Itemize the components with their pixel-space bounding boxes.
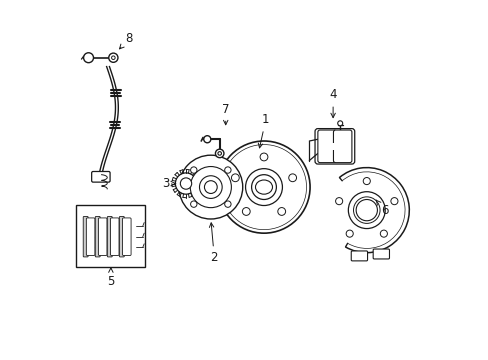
Bar <box>319 143 349 150</box>
Circle shape <box>224 201 231 207</box>
FancyBboxPatch shape <box>83 216 88 257</box>
Text: 4: 4 <box>329 89 336 118</box>
Circle shape <box>390 198 397 205</box>
FancyBboxPatch shape <box>122 218 131 256</box>
Circle shape <box>180 178 191 189</box>
FancyBboxPatch shape <box>350 251 367 261</box>
FancyBboxPatch shape <box>372 249 388 259</box>
Circle shape <box>260 153 267 161</box>
FancyBboxPatch shape <box>333 130 351 163</box>
Circle shape <box>277 208 285 215</box>
Circle shape <box>190 201 197 207</box>
FancyBboxPatch shape <box>86 218 95 256</box>
Circle shape <box>83 53 93 63</box>
Circle shape <box>231 174 239 182</box>
Text: 7: 7 <box>222 103 229 125</box>
Text: 5: 5 <box>107 268 114 288</box>
Circle shape <box>337 121 342 126</box>
Text: 3: 3 <box>162 177 175 190</box>
Circle shape <box>353 197 379 224</box>
FancyBboxPatch shape <box>98 218 107 256</box>
Circle shape <box>203 136 210 143</box>
Circle shape <box>346 230 352 237</box>
Circle shape <box>242 208 250 215</box>
Circle shape <box>204 181 217 193</box>
Circle shape <box>347 192 385 229</box>
Circle shape <box>335 198 342 205</box>
Circle shape <box>363 177 369 185</box>
Circle shape <box>215 149 224 158</box>
Circle shape <box>288 174 296 182</box>
FancyBboxPatch shape <box>119 216 124 257</box>
FancyBboxPatch shape <box>107 216 112 257</box>
FancyBboxPatch shape <box>110 218 119 256</box>
Bar <box>76 205 145 267</box>
Circle shape <box>190 167 197 173</box>
Circle shape <box>355 199 377 221</box>
Circle shape <box>199 176 222 198</box>
FancyBboxPatch shape <box>91 171 110 182</box>
Circle shape <box>179 155 242 219</box>
Circle shape <box>108 53 118 62</box>
Circle shape <box>218 152 221 155</box>
FancyBboxPatch shape <box>317 130 336 163</box>
Circle shape <box>190 167 231 208</box>
FancyBboxPatch shape <box>95 216 100 257</box>
Circle shape <box>380 230 386 237</box>
Text: 1: 1 <box>258 113 269 148</box>
Text: 2: 2 <box>209 223 218 265</box>
Circle shape <box>224 167 231 173</box>
Circle shape <box>111 56 115 59</box>
Circle shape <box>324 168 408 253</box>
Text: 6: 6 <box>375 200 387 217</box>
Circle shape <box>175 173 196 194</box>
Text: 8: 8 <box>119 32 133 49</box>
